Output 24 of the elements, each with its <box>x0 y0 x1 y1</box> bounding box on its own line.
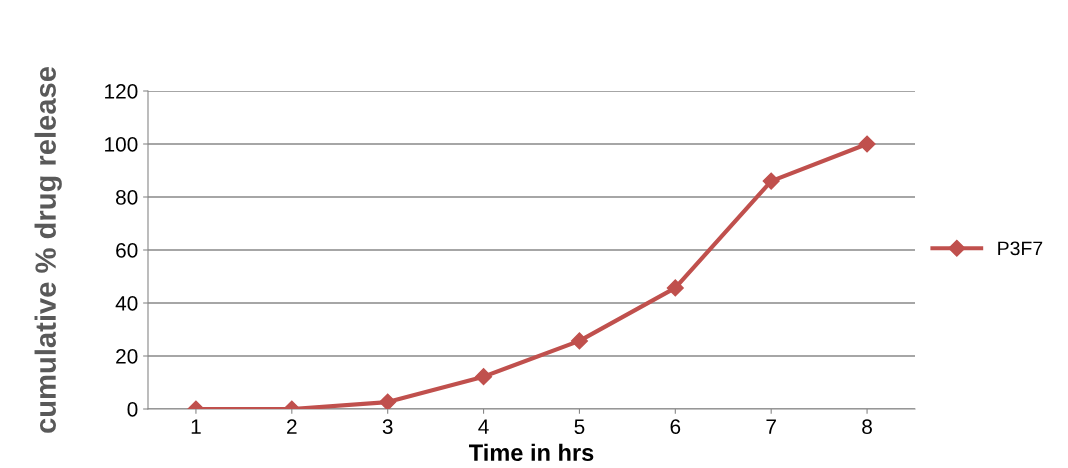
x-tick-label: 3 <box>382 419 393 435</box>
x-axis-title: Time in hrs <box>469 443 594 462</box>
x-tick-label: 8 <box>862 419 872 435</box>
point <box>379 393 397 409</box>
x-tick-label: 1 <box>191 419 201 434</box>
x-tick-label: 7 <box>766 419 776 434</box>
y-tick-label: 120 <box>105 84 138 99</box>
x-tick-label: 2 <box>287 419 297 434</box>
y-tick-label: 80 <box>116 190 138 205</box>
point <box>475 368 493 386</box>
y-tick-label: 60 <box>116 243 138 258</box>
y-tick-label: 0 <box>127 402 138 417</box>
point <box>570 332 588 350</box>
x-tick-label: 4 <box>478 419 489 434</box>
x-tick-label: 6 <box>670 419 681 435</box>
point <box>762 172 780 190</box>
y-tick-label: 100 <box>105 137 138 152</box>
point <box>858 135 876 153</box>
y-tick-label: 20 <box>116 349 138 364</box>
y-axis-title: cumulative % drug release <box>34 67 62 433</box>
point <box>666 279 684 297</box>
y-tick-label: 40 <box>115 296 138 311</box>
x-tick-label: 5 <box>574 419 585 435</box>
legend-label: P3F7 <box>998 241 1043 256</box>
